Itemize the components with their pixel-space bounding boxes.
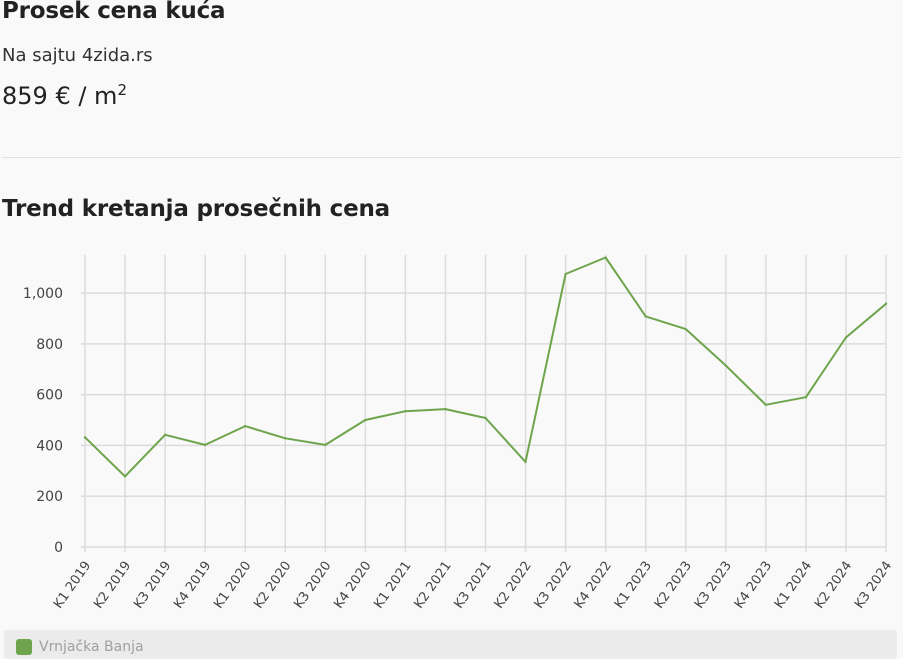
data-point: [524, 460, 527, 464]
x-tick-label: K3 2021: [452, 559, 495, 612]
x-tick-label: K3 2019: [131, 559, 174, 612]
x-tick-label: K2 2024: [812, 559, 855, 612]
y-tick-label: 1,000: [23, 286, 63, 302]
x-tick-label: K1 2024: [772, 559, 815, 612]
x-tick-label: K2 2023: [652, 559, 695, 612]
data-point: [163, 433, 167, 436]
data-point: [484, 416, 487, 420]
data-point: [564, 272, 567, 276]
y-tick-label: 200: [36, 489, 63, 505]
x-tick-label: K3 2023: [692, 559, 735, 612]
section-divider: [2, 157, 901, 158]
x-tick-label: K3 2024: [852, 559, 895, 612]
y-tick-label: 400: [36, 438, 63, 454]
x-tick-label: K3 2020: [291, 559, 334, 612]
data-point: [804, 395, 808, 399]
source-subtitle: Na sajtu 4zida.rs: [2, 45, 153, 66]
y-tick-label: 0: [54, 540, 63, 556]
x-tick-label: K2 2022: [492, 559, 535, 612]
x-tick-label: K1 2021: [371, 559, 414, 612]
x-tick-label: K2 2021: [411, 559, 454, 612]
data-point: [364, 418, 367, 422]
x-tick-label: K4 2023: [732, 559, 775, 612]
data-point: [604, 256, 607, 259]
x-tick-label: K2 2019: [91, 559, 134, 612]
x-tick-label: K2 2020: [251, 559, 294, 612]
data-point: [244, 424, 247, 428]
x-tick-label: K3 2022: [532, 559, 575, 612]
y-tick-label: 800: [36, 337, 63, 353]
average-price: 859 € / m2: [2, 82, 127, 110]
data-point: [203, 443, 207, 447]
chart-legend[interactable]: Vrnjačka Banja: [4, 630, 897, 659]
x-tick-label: K1 2020: [211, 559, 254, 612]
page-title: Prosek cena kuća: [2, 0, 226, 24]
data-point: [684, 327, 687, 331]
data-point: [444, 407, 447, 411]
x-tick-label: K4 2022: [572, 559, 615, 612]
legend-swatch: [16, 639, 32, 655]
x-tick-label: K4 2019: [171, 559, 214, 612]
average-price-value: 859 € / m: [2, 82, 118, 110]
legend-series-label[interactable]: Vrnjačka Banja: [39, 639, 144, 655]
data-point: [284, 437, 287, 440]
data-point: [844, 336, 848, 339]
x-tick-label: K1 2019: [51, 559, 94, 612]
data-point: [404, 409, 407, 413]
trend-title: Trend kretanja prosečnih cena: [2, 196, 390, 222]
data-point: [83, 436, 87, 439]
average-price-unit-exponent: 2: [117, 81, 127, 99]
data-point: [324, 443, 327, 447]
data-point: [884, 302, 888, 305]
x-tick-label: K1 2023: [612, 559, 655, 612]
data-point: [123, 475, 127, 478]
x-tick-label: K4 2020: [331, 559, 374, 612]
data-point: [644, 315, 647, 318]
data-point: [764, 403, 768, 407]
y-tick-label: 600: [36, 388, 63, 404]
data-point: [724, 364, 727, 367]
